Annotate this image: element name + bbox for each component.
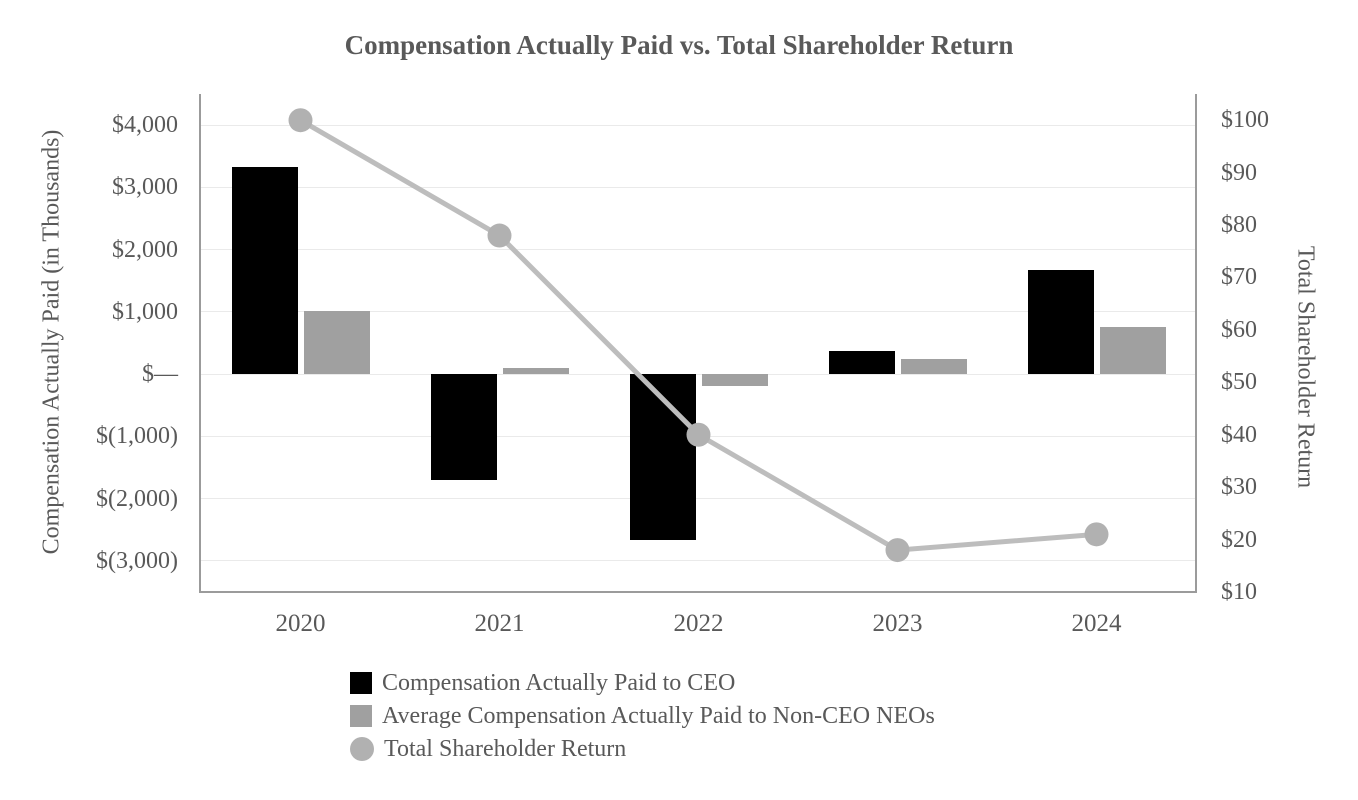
x-axis-label-2021: 2021	[474, 610, 525, 637]
neo-cap-bar-2024	[1099, 327, 1166, 375]
left-axis-tick-label: $2,000	[112, 236, 178, 263]
legend-item-neo-cap: Average Compensation Actually Paid to No…	[350, 702, 935, 730]
tsr-line	[299, 118, 1097, 553]
neo-cap-bar-2021	[502, 367, 569, 375]
left-axis-tick-label: $1,000	[112, 298, 178, 325]
neo-cap-bar-2020	[303, 310, 370, 375]
right-axis-tick-label: $20	[1221, 526, 1257, 553]
left-axis-tick-label: $(1,000)	[96, 423, 178, 450]
left-axis-tick-label: $3,000	[112, 174, 178, 201]
neo-cap-bar-2023	[900, 358, 967, 375]
legend-square-swatch	[350, 705, 372, 727]
right-axis-tick-label: $40	[1221, 421, 1257, 448]
right-axis-tick-label: $70	[1221, 264, 1257, 291]
right-axis-tick-label: $30	[1221, 474, 1257, 501]
neo-cap-bar-2022	[701, 374, 768, 386]
right-axis-tick-label: $90	[1221, 159, 1257, 186]
ceo-cap-bar-2021	[430, 374, 497, 480]
ceo-cap-bar-2024	[1027, 269, 1094, 375]
x-axis-label-2022: 2022	[673, 610, 724, 637]
legend-label: Compensation Actually Paid to CEO	[382, 669, 736, 696]
legend-square-swatch	[350, 672, 372, 694]
tsr-marker-2020	[288, 108, 313, 133]
tsr-marker-2021	[487, 223, 512, 248]
right-axis-tick-label: $50	[1221, 369, 1257, 396]
x-axis-label-2020: 2020	[275, 610, 326, 637]
legend-circle-swatch	[350, 737, 374, 761]
left-axis-tick-label: $(3,000)	[96, 547, 178, 574]
x-axis-label-2024: 2024	[1071, 610, 1122, 637]
right-axis-tick-label: $100	[1221, 107, 1269, 134]
left-axis-line	[199, 94, 201, 593]
gridline	[201, 435, 1195, 437]
gridline	[201, 124, 1195, 126]
ceo-cap-bar-2020	[231, 167, 298, 375]
gridline	[201, 249, 1195, 251]
x-axis-line	[199, 591, 1197, 593]
right-axis-tick-label: $60	[1221, 316, 1257, 343]
gridline	[201, 560, 1195, 562]
right-axis-tick-label: $10	[1221, 579, 1257, 605]
ceo-cap-bar-2023	[828, 351, 895, 375]
right-axis-tick-label: $80	[1221, 212, 1257, 239]
chart-title: Compensation Actually Paid vs. Total Sha…	[344, 30, 1014, 60]
legend-item-ceo-cap: Compensation Actually Paid to CEO	[350, 669, 935, 697]
left-axis-tick-label: $4,000	[112, 112, 178, 139]
right-axis-line	[1195, 94, 1197, 593]
gridline	[201, 186, 1195, 188]
tsr-marker-2023	[885, 538, 910, 563]
gridline	[201, 498, 1195, 500]
legend-item-tsr: Total Shareholder Return	[350, 735, 935, 763]
tsr-marker-2024	[1084, 522, 1109, 547]
x-axis-label-2023: 2023	[872, 610, 923, 637]
left-axis-tick-label: $—	[142, 361, 178, 388]
legend: Compensation Actually Paid to CEO Average…	[350, 669, 935, 768]
ceo-cap-bar-2022	[629, 374, 696, 540]
legend-label: Total Shareholder Return	[384, 735, 627, 762]
legend-label: Average Compensation Actually Paid to No…	[382, 702, 935, 729]
left-axis-tick-label: $(2,000)	[96, 485, 178, 512]
